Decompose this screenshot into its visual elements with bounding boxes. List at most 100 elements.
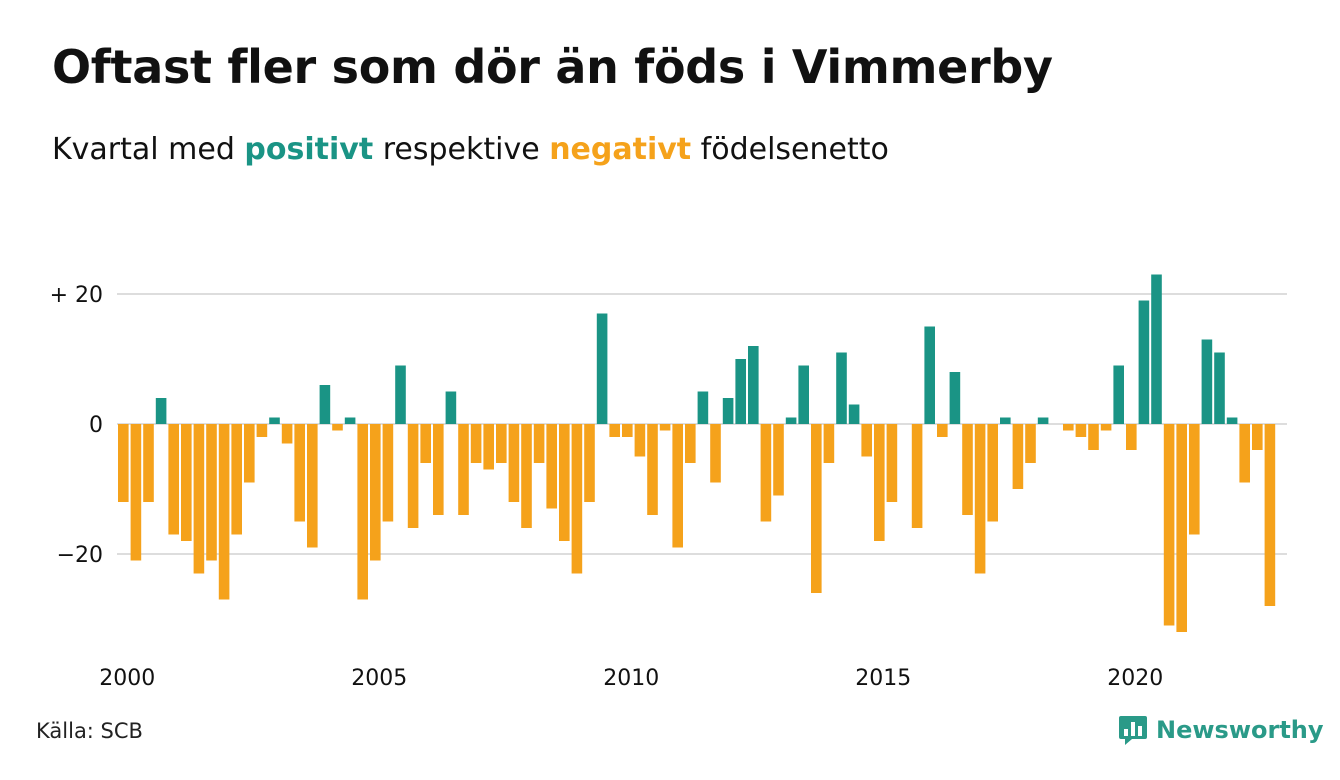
bar <box>559 424 570 541</box>
subtitle-suffix: födelsenetto <box>691 132 889 167</box>
bar-chart: + 20 0 −20 2000 2005 2010 2015 2020 <box>50 274 1287 691</box>
bar <box>244 424 255 483</box>
bar <box>647 424 658 515</box>
bar <box>521 424 532 528</box>
bar <box>1100 424 1112 431</box>
bar <box>874 424 885 541</box>
y-tick-label: −20 <box>57 543 103 568</box>
x-tick-label: 2005 <box>351 666 407 691</box>
bar <box>1151 274 1162 424</box>
bar <box>697 391 709 424</box>
bar <box>319 385 331 424</box>
bar <box>823 424 835 463</box>
bar <box>1252 424 1263 450</box>
x-tick-label: 2020 <box>1107 666 1163 691</box>
bar <box>1201 339 1213 424</box>
y-tick-label: 0 <box>89 413 103 438</box>
bar <box>1000 417 1011 424</box>
bar <box>1239 424 1250 483</box>
newsworthy-logo-icon <box>1119 716 1147 745</box>
bar <box>811 424 822 593</box>
bar <box>382 424 394 522</box>
bar <box>596 313 608 424</box>
tick-labels: + 20 0 −20 2000 2005 2010 2015 2020 <box>50 283 1164 691</box>
bar <box>294 424 305 522</box>
bar <box>1088 424 1099 450</box>
bar <box>949 372 961 424</box>
bar <box>533 424 545 463</box>
bar <box>1264 424 1276 606</box>
bar <box>1037 417 1049 424</box>
bar <box>886 424 898 502</box>
bar <box>470 424 482 463</box>
bar <box>722 398 734 424</box>
bar <box>1025 424 1036 463</box>
bar <box>748 346 759 424</box>
subtitle-positive: positivt <box>244 132 374 167</box>
bar <box>848 404 860 424</box>
bar <box>659 424 671 431</box>
bar <box>370 424 381 561</box>
bar <box>798 365 809 424</box>
bar <box>1126 424 1137 450</box>
bar <box>785 417 797 424</box>
x-tick-label: 2000 <box>99 666 155 691</box>
bar <box>256 424 268 437</box>
bar <box>836 352 847 424</box>
bar <box>395 365 406 424</box>
bar <box>496 424 507 463</box>
bar <box>357 424 368 600</box>
bar <box>685 424 696 463</box>
bar <box>634 424 646 457</box>
bar <box>1063 424 1074 431</box>
y-tick-label: + 20 <box>50 283 103 308</box>
bar <box>962 424 973 515</box>
bar <box>1189 424 1200 535</box>
bar <box>1075 424 1087 437</box>
bar <box>609 424 620 437</box>
bar <box>546 424 557 509</box>
bar <box>168 424 179 535</box>
bar <box>269 417 280 424</box>
bar <box>861 424 872 457</box>
bar <box>193 424 205 574</box>
bar <box>937 424 948 437</box>
chart-subtitle: Kvartal med positivt respektive negativt… <box>52 132 889 167</box>
bar <box>571 424 583 574</box>
bar <box>130 424 142 561</box>
bar <box>1176 424 1187 632</box>
bar <box>710 424 721 483</box>
x-tick-label: 2010 <box>603 666 659 691</box>
bar <box>307 424 318 548</box>
bar <box>760 424 772 522</box>
bar <box>773 424 784 496</box>
x-tick-label: 2015 <box>855 666 911 691</box>
bar <box>672 424 683 548</box>
bar <box>181 424 192 541</box>
bar <box>155 398 167 424</box>
bar <box>735 359 746 424</box>
bar <box>1163 424 1175 626</box>
bar <box>231 424 242 535</box>
bar <box>118 424 129 502</box>
bar <box>987 424 998 522</box>
subtitle-prefix: Kvartal med <box>52 132 245 167</box>
newsworthy-logo-text: Newsworthy <box>1156 716 1324 744</box>
bar <box>445 391 457 424</box>
bar <box>974 424 986 574</box>
bar <box>1226 417 1238 424</box>
bar <box>508 424 520 502</box>
bar <box>911 424 923 528</box>
chart-title: Oftast fler som dör än föds i Vimmerby <box>52 40 1053 94</box>
bar <box>420 424 431 463</box>
subtitle-middle: respektive <box>373 132 550 167</box>
bar <box>483 424 494 470</box>
bar <box>433 424 444 515</box>
bar <box>332 424 343 431</box>
bar <box>281 424 293 444</box>
source-note: Källa: SCB <box>36 719 143 743</box>
bar <box>218 424 230 600</box>
bar <box>344 417 356 424</box>
bar <box>1012 424 1024 489</box>
bar <box>458 424 469 515</box>
